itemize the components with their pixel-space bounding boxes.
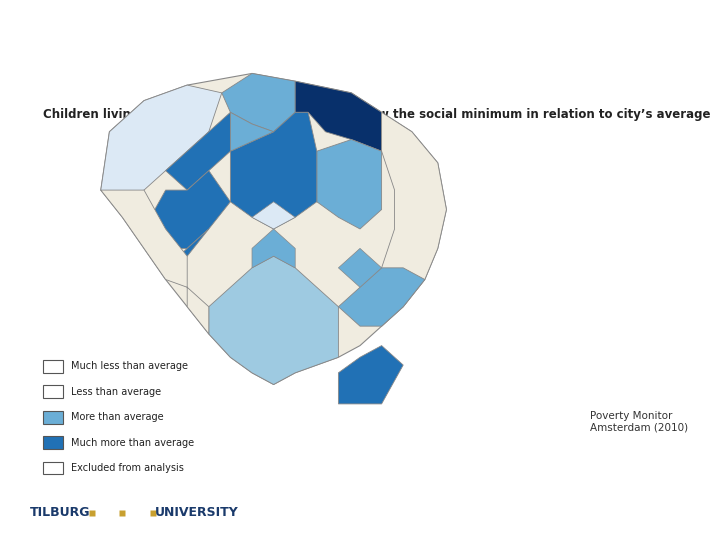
Text: Much less than average: Much less than average <box>71 361 187 372</box>
Text: Excluded from analysis: Excluded from analysis <box>71 463 184 473</box>
Polygon shape <box>222 73 295 132</box>
Polygon shape <box>101 73 446 384</box>
Text: More than average: More than average <box>71 412 163 422</box>
Text: : socio-economic segregation?: : socio-economic segregation? <box>313 29 588 46</box>
Text: Segregation in Amsterdam: Segregation in Amsterdam <box>22 23 484 52</box>
Polygon shape <box>166 229 209 280</box>
Polygon shape <box>101 85 222 202</box>
Text: Children living in a household with an income below the social minimum in relati: Children living in a household with an i… <box>43 109 711 122</box>
Polygon shape <box>101 190 209 334</box>
Polygon shape <box>230 112 274 151</box>
Polygon shape <box>230 112 317 229</box>
Polygon shape <box>338 268 425 326</box>
Bar <box>43 462 63 475</box>
Polygon shape <box>0 78 43 106</box>
Polygon shape <box>144 171 230 248</box>
Text: Poverty Monitor
Amsterdam (2010): Poverty Monitor Amsterdam (2010) <box>590 411 688 433</box>
Bar <box>43 360 63 373</box>
Bar <box>43 386 63 399</box>
Polygon shape <box>338 346 403 404</box>
Text: UNIVERSITY: UNIVERSITY <box>155 507 238 519</box>
Text: Less than average: Less than average <box>71 387 161 397</box>
Polygon shape <box>382 112 446 326</box>
Polygon shape <box>295 81 382 151</box>
Polygon shape <box>252 202 295 229</box>
Polygon shape <box>252 229 295 268</box>
Polygon shape <box>209 256 338 384</box>
Text: Much more than average: Much more than average <box>71 437 194 448</box>
Text: TILBURG: TILBURG <box>30 507 90 519</box>
Bar <box>43 436 63 449</box>
Bar <box>43 411 63 424</box>
Polygon shape <box>166 112 230 190</box>
Polygon shape <box>317 139 382 229</box>
Polygon shape <box>338 248 382 287</box>
